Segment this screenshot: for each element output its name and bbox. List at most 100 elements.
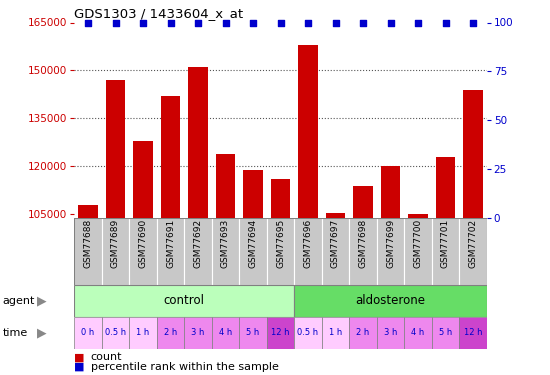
Point [386, 20, 395, 26]
Bar [326, 213, 345, 375]
Text: GDS1303 / 1433604_x_at: GDS1303 / 1433604_x_at [74, 7, 243, 20]
Text: GSM77690: GSM77690 [139, 219, 147, 268]
Bar [432, 317, 459, 349]
Point [441, 20, 450, 26]
Text: 2 h: 2 h [164, 328, 177, 338]
Bar [322, 317, 349, 349]
Bar [157, 317, 184, 349]
Bar [377, 217, 404, 285]
Bar [404, 317, 432, 349]
Bar [239, 317, 267, 349]
Bar [432, 217, 459, 285]
Text: GSM77696: GSM77696 [304, 219, 312, 268]
Text: GSM77695: GSM77695 [276, 219, 285, 268]
Text: GSM77694: GSM77694 [249, 219, 257, 268]
Bar [129, 317, 157, 349]
Bar [377, 317, 404, 349]
Text: 2 h: 2 h [356, 328, 370, 338]
Point [359, 20, 367, 26]
Text: ▶: ▶ [37, 294, 47, 307]
Point [414, 20, 422, 26]
Text: 0.5 h: 0.5 h [105, 328, 126, 338]
Bar [381, 166, 400, 375]
Bar [216, 154, 235, 375]
Text: 12 h: 12 h [271, 328, 290, 338]
Bar [271, 179, 290, 375]
Bar [129, 217, 157, 285]
Point [249, 20, 257, 26]
Bar [74, 285, 294, 317]
Bar [404, 217, 432, 285]
Text: GSM77693: GSM77693 [221, 219, 230, 268]
Text: 12 h: 12 h [464, 328, 482, 338]
Text: agent: agent [3, 296, 35, 306]
Bar [349, 217, 377, 285]
Bar [294, 217, 322, 285]
Bar [349, 317, 377, 349]
Point [166, 20, 175, 26]
Point [276, 20, 285, 26]
Point [304, 20, 312, 26]
Bar [102, 217, 129, 285]
Bar [184, 317, 212, 349]
Point [111, 20, 120, 26]
Bar [267, 217, 294, 285]
Bar [353, 186, 373, 375]
Bar [212, 217, 239, 285]
Bar [408, 214, 428, 375]
Text: 4 h: 4 h [411, 328, 425, 338]
Text: ■: ■ [74, 352, 85, 362]
Bar [267, 317, 294, 349]
Bar [459, 317, 487, 349]
Text: 3 h: 3 h [191, 328, 205, 338]
Bar [102, 317, 129, 349]
Text: 0 h: 0 h [81, 328, 95, 338]
Text: 1 h: 1 h [136, 328, 150, 338]
Text: 3 h: 3 h [384, 328, 397, 338]
Text: 4 h: 4 h [219, 328, 232, 338]
Bar [188, 67, 208, 375]
Text: count: count [91, 352, 122, 362]
Bar [74, 217, 102, 285]
Bar [74, 317, 102, 349]
Bar [436, 157, 455, 375]
Text: GSM77700: GSM77700 [414, 219, 422, 268]
Text: control: control [164, 294, 205, 307]
Bar [459, 217, 487, 285]
Bar [322, 217, 349, 285]
Bar [212, 317, 239, 349]
Text: GSM77701: GSM77701 [441, 219, 450, 268]
Point [139, 20, 147, 26]
Text: time: time [3, 328, 28, 338]
Bar [243, 170, 263, 375]
Bar [294, 317, 322, 349]
Text: ▶: ▶ [37, 326, 47, 339]
Bar [239, 217, 267, 285]
Text: GSM77689: GSM77689 [111, 219, 120, 268]
Text: percentile rank within the sample: percentile rank within the sample [91, 362, 279, 372]
Bar [184, 217, 212, 285]
Text: 0.5 h: 0.5 h [298, 328, 318, 338]
Text: GSM77692: GSM77692 [194, 219, 202, 268]
Point [194, 20, 202, 26]
Bar [161, 96, 180, 375]
Text: 1 h: 1 h [329, 328, 342, 338]
Text: ■: ■ [74, 362, 85, 372]
Point [469, 20, 477, 26]
Bar [463, 90, 483, 375]
Bar [78, 205, 98, 375]
Text: GSM77702: GSM77702 [469, 219, 477, 268]
Text: 5 h: 5 h [246, 328, 260, 338]
Bar [106, 80, 125, 375]
Text: GSM77697: GSM77697 [331, 219, 340, 268]
Bar [298, 45, 318, 375]
Text: GSM77688: GSM77688 [84, 219, 92, 268]
Bar [294, 285, 487, 317]
Bar [157, 217, 184, 285]
Text: GSM77699: GSM77699 [386, 219, 395, 268]
Point [221, 20, 230, 26]
Bar [133, 141, 153, 375]
Text: GSM77698: GSM77698 [359, 219, 367, 268]
Text: aldosterone: aldosterone [355, 294, 426, 307]
Point [84, 20, 92, 26]
